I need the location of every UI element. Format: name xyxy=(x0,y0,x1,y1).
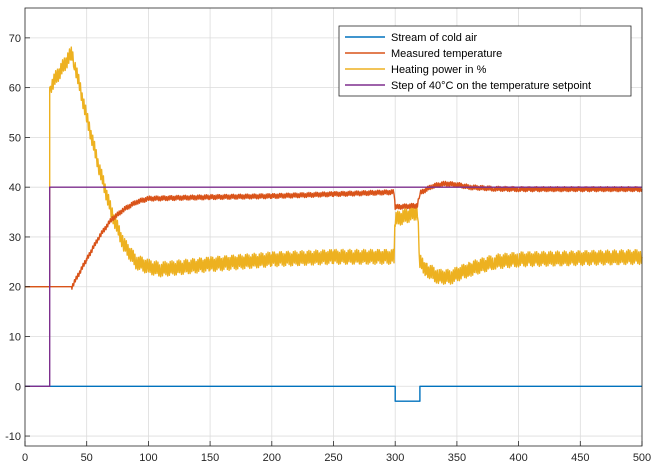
legend-label: Step of 40°C on the temperature setpoint xyxy=(391,80,591,92)
x-tick-label: 50 xyxy=(81,452,93,464)
series-line-stream-of-cold-air xyxy=(25,385,642,402)
legend: Stream of cold air Measured temperature He… xyxy=(338,25,632,97)
legend-label: Measured temperature xyxy=(391,48,502,60)
series-line-step-of-40-c-on-the-temperature-setpoint xyxy=(25,186,642,387)
x-tick-label: 500 xyxy=(633,452,651,464)
x-tick-label: 300 xyxy=(386,452,404,464)
y-tick-label: 40 xyxy=(9,182,21,194)
y-tick-label: 70 xyxy=(9,33,21,45)
x-tick-label: 150 xyxy=(201,452,219,464)
y-tick-label: 50 xyxy=(9,132,21,144)
legend-label: Heating power in % xyxy=(391,64,487,76)
y-tick-label: 20 xyxy=(9,282,21,294)
series-line-heating-power-in xyxy=(25,46,643,288)
y-tick-label: 30 xyxy=(9,232,21,244)
x-tick-label: 200 xyxy=(263,452,281,464)
y-tick-label: 0 xyxy=(15,381,21,393)
x-tick-label: 400 xyxy=(509,452,527,464)
legend-box xyxy=(338,25,632,97)
y-tick-label: -10 xyxy=(5,431,21,443)
axis-ticks: 0 50 100 150 200 250 300 350 400 450 500-100102030… xyxy=(5,33,651,464)
x-tick-label: 450 xyxy=(571,452,589,464)
legend-label: Stream of cold air xyxy=(391,32,478,44)
y-tick-label: 60 xyxy=(9,83,21,95)
x-tick-label: 0 xyxy=(22,452,28,464)
x-tick-label: 350 xyxy=(448,452,466,464)
x-tick-label: 250 xyxy=(324,452,342,464)
x-tick-label: 100 xyxy=(139,452,157,464)
series-group xyxy=(25,46,643,402)
y-tick-label: 10 xyxy=(9,332,21,344)
series-line-measured-temperature xyxy=(25,180,643,290)
